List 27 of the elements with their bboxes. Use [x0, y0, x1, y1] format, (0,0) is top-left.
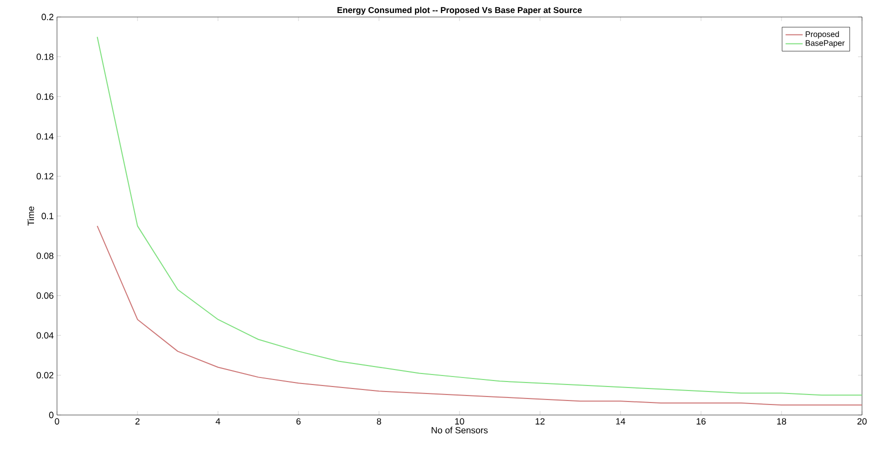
x-tick-label: 2: [135, 418, 140, 424]
legend-label: Proposed: [806, 31, 839, 39]
x-tick-label: 4: [216, 418, 220, 424]
x-tick-label: 18: [777, 418, 786, 425]
y-tick-label: 0.16: [36, 93, 54, 100]
x-tick-label: 14: [616, 418, 626, 424]
y-tick-label: 0.12: [36, 173, 54, 180]
y-tick-label: 0.08: [36, 252, 54, 259]
y-tick-label: 0.18: [36, 54, 54, 60]
y-tick-label: 0.1: [42, 212, 54, 220]
x-tick-label: 8: [376, 418, 382, 425]
x-tick-label: 20: [857, 418, 867, 425]
y-tick-label: 0: [49, 412, 54, 418]
x-tick-label: 10: [455, 418, 464, 425]
x-tick-label: 16: [696, 418, 706, 425]
x-tick-label: 12: [536, 418, 545, 424]
legend-label: BasePaper: [806, 40, 845, 48]
y-tick-label: 0.06: [36, 292, 54, 299]
y-tick-label: 0.2: [42, 14, 54, 20]
x-axis-title: No of Sensors: [432, 426, 488, 434]
y-tick-label: 0.02: [36, 372, 54, 378]
y-tick-label: 0.04: [36, 332, 54, 339]
y-tick-label: 0.14: [36, 133, 54, 140]
chart-title: Energy Consumed plot -- Proposed Vs Base Paper at Source: [338, 6, 582, 15]
x-tick-label: 0: [54, 418, 60, 425]
y-axis-title: Time: [27, 206, 34, 226]
x-tick-label: 6: [296, 418, 301, 425]
